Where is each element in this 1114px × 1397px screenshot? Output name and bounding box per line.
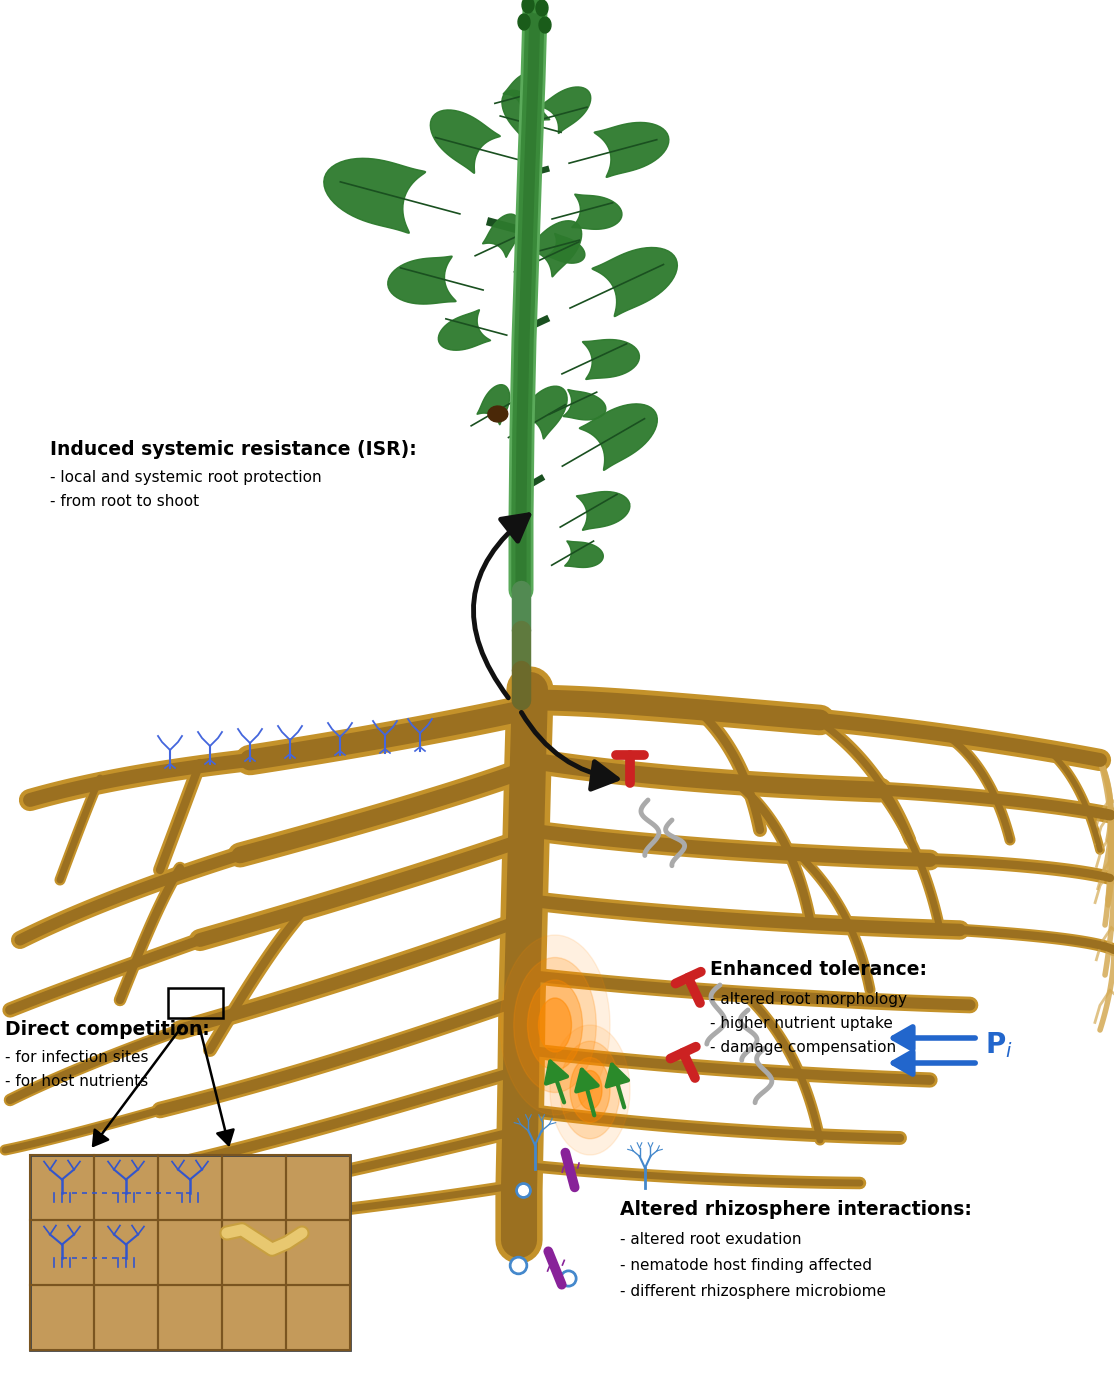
Text: - from root to shoot: - from root to shoot bbox=[50, 495, 199, 509]
Text: Enhanced tolerance:: Enhanced tolerance: bbox=[710, 960, 927, 979]
Text: - for infection sites: - for infection sites bbox=[4, 1051, 148, 1065]
Polygon shape bbox=[536, 0, 548, 15]
FancyArrowPatch shape bbox=[893, 1052, 975, 1074]
Polygon shape bbox=[539, 17, 551, 34]
FancyArrowPatch shape bbox=[94, 1025, 183, 1146]
Ellipse shape bbox=[500, 935, 610, 1115]
Polygon shape bbox=[577, 492, 629, 531]
Polygon shape bbox=[324, 158, 426, 233]
FancyArrowPatch shape bbox=[546, 1062, 567, 1102]
Bar bbox=[222, 1220, 286, 1285]
Ellipse shape bbox=[570, 1058, 610, 1123]
Bar bbox=[167, 988, 223, 1018]
Polygon shape bbox=[477, 384, 509, 425]
Polygon shape bbox=[517, 386, 567, 439]
Polygon shape bbox=[583, 339, 639, 380]
Polygon shape bbox=[547, 233, 585, 263]
Polygon shape bbox=[539, 87, 590, 133]
Bar bbox=[286, 1220, 350, 1285]
Bar bbox=[30, 1220, 94, 1285]
Text: - altered root exudation: - altered root exudation bbox=[620, 1232, 801, 1248]
Ellipse shape bbox=[514, 957, 596, 1092]
Polygon shape bbox=[526, 221, 582, 277]
Bar bbox=[286, 1155, 350, 1220]
Bar bbox=[30, 1285, 94, 1350]
Polygon shape bbox=[502, 91, 549, 141]
FancyArrowPatch shape bbox=[473, 514, 529, 697]
Polygon shape bbox=[518, 14, 530, 29]
FancyArrowPatch shape bbox=[199, 1025, 234, 1146]
Polygon shape bbox=[522, 0, 534, 13]
Polygon shape bbox=[564, 390, 606, 420]
Polygon shape bbox=[504, 73, 538, 109]
Text: - local and systemic root protection: - local and systemic root protection bbox=[50, 469, 322, 485]
Bar bbox=[222, 1285, 286, 1350]
Text: - for host nutrients: - for host nutrients bbox=[4, 1074, 148, 1090]
Ellipse shape bbox=[578, 1070, 602, 1109]
Text: Direct competition:: Direct competition: bbox=[4, 1020, 209, 1039]
Polygon shape bbox=[430, 110, 500, 173]
Polygon shape bbox=[388, 256, 456, 305]
Text: - different rhizosphere microbiome: - different rhizosphere microbiome bbox=[620, 1284, 886, 1299]
Text: - nematode host finding affected: - nematode host finding affected bbox=[620, 1259, 872, 1273]
Bar bbox=[158, 1155, 222, 1220]
Polygon shape bbox=[438, 310, 490, 351]
Bar bbox=[158, 1220, 222, 1285]
Bar bbox=[222, 1155, 286, 1220]
Bar bbox=[94, 1220, 158, 1285]
Text: Induced systemic resistance (ISR):: Induced systemic resistance (ISR): bbox=[50, 440, 417, 460]
FancyArrowPatch shape bbox=[521, 712, 617, 789]
Bar bbox=[94, 1285, 158, 1350]
Bar bbox=[286, 1285, 350, 1350]
FancyArrowPatch shape bbox=[576, 1070, 598, 1115]
Polygon shape bbox=[593, 247, 677, 317]
Polygon shape bbox=[571, 194, 622, 229]
Ellipse shape bbox=[550, 1025, 631, 1155]
Ellipse shape bbox=[560, 1041, 620, 1139]
FancyArrowPatch shape bbox=[893, 1027, 975, 1049]
Polygon shape bbox=[488, 407, 508, 422]
Ellipse shape bbox=[538, 997, 571, 1052]
Text: - damage compensation: - damage compensation bbox=[710, 1039, 896, 1055]
Bar bbox=[94, 1155, 158, 1220]
Polygon shape bbox=[579, 404, 657, 471]
Text: P$_i$: P$_i$ bbox=[985, 1030, 1013, 1060]
Polygon shape bbox=[594, 123, 668, 177]
Polygon shape bbox=[482, 214, 519, 257]
Bar bbox=[158, 1285, 222, 1350]
FancyArrowPatch shape bbox=[607, 1065, 628, 1108]
Bar bbox=[30, 1155, 350, 1350]
Text: Altered rhizosphere interactions:: Altered rhizosphere interactions: bbox=[620, 1200, 971, 1220]
Bar bbox=[30, 1155, 94, 1220]
Polygon shape bbox=[565, 541, 604, 567]
Ellipse shape bbox=[528, 981, 583, 1070]
Text: - higher nutrient uptake: - higher nutrient uptake bbox=[710, 1016, 893, 1031]
Text: - altered root morphology: - altered root morphology bbox=[710, 992, 907, 1007]
